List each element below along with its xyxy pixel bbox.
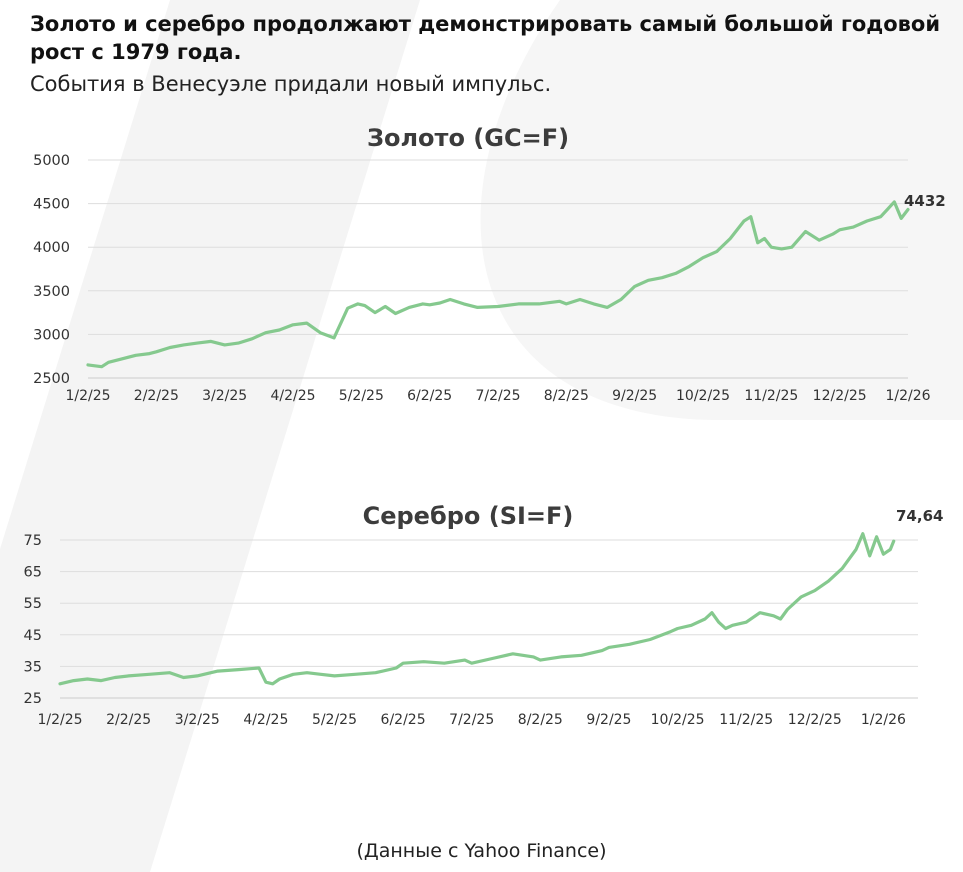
gold-x-tick-label: 1/2/26	[885, 388, 930, 404]
gold-x-tick-label: 5/2/25	[339, 388, 384, 404]
gold-x-tick-label: 7/2/25	[475, 388, 520, 404]
gold-last-value-label: 4432	[904, 192, 946, 210]
gold-x-tick-label: 6/2/25	[407, 388, 452, 404]
silver-x-tick-label: 4/2/25	[243, 712, 288, 728]
gold-x-axis-ticks: 1/2/25 2/2/25 3/2/25 4/2/25 5/2/25 6/2/25 7/2/…	[65, 388, 930, 404]
gold-y-axis-ticks: 2500 3000 3500 4000 4500 5000	[33, 153, 70, 387]
silver-x-tick-label: 12/2/25	[788, 712, 842, 728]
gold-x-tick-label: 2/2/25	[134, 388, 179, 404]
gold-y-tick-label: 3500	[33, 284, 70, 300]
silver-x-tick-label: 6/2/25	[381, 712, 426, 728]
gold-y-tick-label: 2500	[33, 371, 70, 387]
gold-x-tick-label: 10/2/25	[676, 388, 730, 404]
headline: Золото и серебро продолжают демонстриров…	[30, 12, 941, 64]
gold-series-layer	[86, 200, 910, 369]
gold-x-tick-label: 1/2/25	[65, 388, 110, 404]
silver-x-tick-label: 11/2/25	[719, 712, 773, 728]
gold-price-line	[86, 200, 910, 369]
silver-chart: Серебро (SI=F) 25 35 45 55 65 75 1/2/25 2/2/25…	[24, 502, 944, 728]
silver-y-tick-label: 55	[24, 596, 42, 612]
silver-x-tick-label: 1/2/25	[37, 712, 82, 728]
gold-y-tick-label: 3000	[33, 327, 70, 343]
silver-chart-title: Серебро (SI=F)	[363, 502, 574, 530]
gold-gridlines	[88, 159, 908, 379]
gold-x-tick-label: 11/2/25	[744, 388, 798, 404]
silver-x-tick-label: 10/2/25	[651, 712, 705, 728]
silver-y-tick-label: 45	[24, 628, 42, 644]
silver-last-value-label: 74,64	[896, 507, 943, 525]
silver-y-tick-label: 35	[24, 659, 42, 675]
silver-series-layer	[58, 532, 896, 686]
silver-x-tick-label: 7/2/25	[449, 712, 494, 728]
silver-x-tick-label: 3/2/25	[175, 712, 220, 728]
gold-x-tick-label: 9/2/25	[612, 388, 657, 404]
gold-x-tick-label: 3/2/25	[202, 388, 247, 404]
gold-chart: Золото (GC=F) 2500 3000 3500 4000 4500 5000 1…	[33, 124, 946, 404]
data-source-note: (Данные с Yahoo Finance)	[356, 840, 607, 862]
gold-chart-title: Золото (GC=F)	[367, 124, 569, 152]
silver-gridlines	[60, 539, 918, 699]
silver-price-line	[58, 532, 896, 686]
silver-x-tick-label: 2/2/25	[106, 712, 151, 728]
silver-x-tick-label: 1/2/26	[861, 712, 906, 728]
gold-y-tick-label: 4000	[33, 240, 70, 256]
gold-y-tick-label: 5000	[33, 153, 70, 169]
subheadline: События в Венесуэле придали новый импуль…	[30, 72, 552, 96]
silver-y-tick-label: 75	[24, 533, 42, 549]
gold-x-tick-label: 8/2/25	[544, 388, 589, 404]
silver-y-tick-label: 25	[24, 691, 42, 707]
silver-x-axis-ticks: 1/2/25 2/2/25 3/2/25 4/2/25 5/2/25 6/2/25 7/2/…	[37, 712, 906, 728]
gold-x-tick-label: 4/2/25	[270, 388, 315, 404]
silver-x-tick-label: 5/2/25	[312, 712, 357, 728]
silver-x-tick-label: 8/2/25	[518, 712, 563, 728]
silver-x-tick-label: 9/2/25	[586, 712, 631, 728]
gold-x-tick-label: 12/2/25	[813, 388, 867, 404]
gold-y-tick-label: 4500	[33, 197, 70, 213]
silver-y-axis-ticks: 25 35 45 55 65 75	[24, 533, 42, 707]
silver-y-tick-label: 65	[24, 565, 42, 581]
